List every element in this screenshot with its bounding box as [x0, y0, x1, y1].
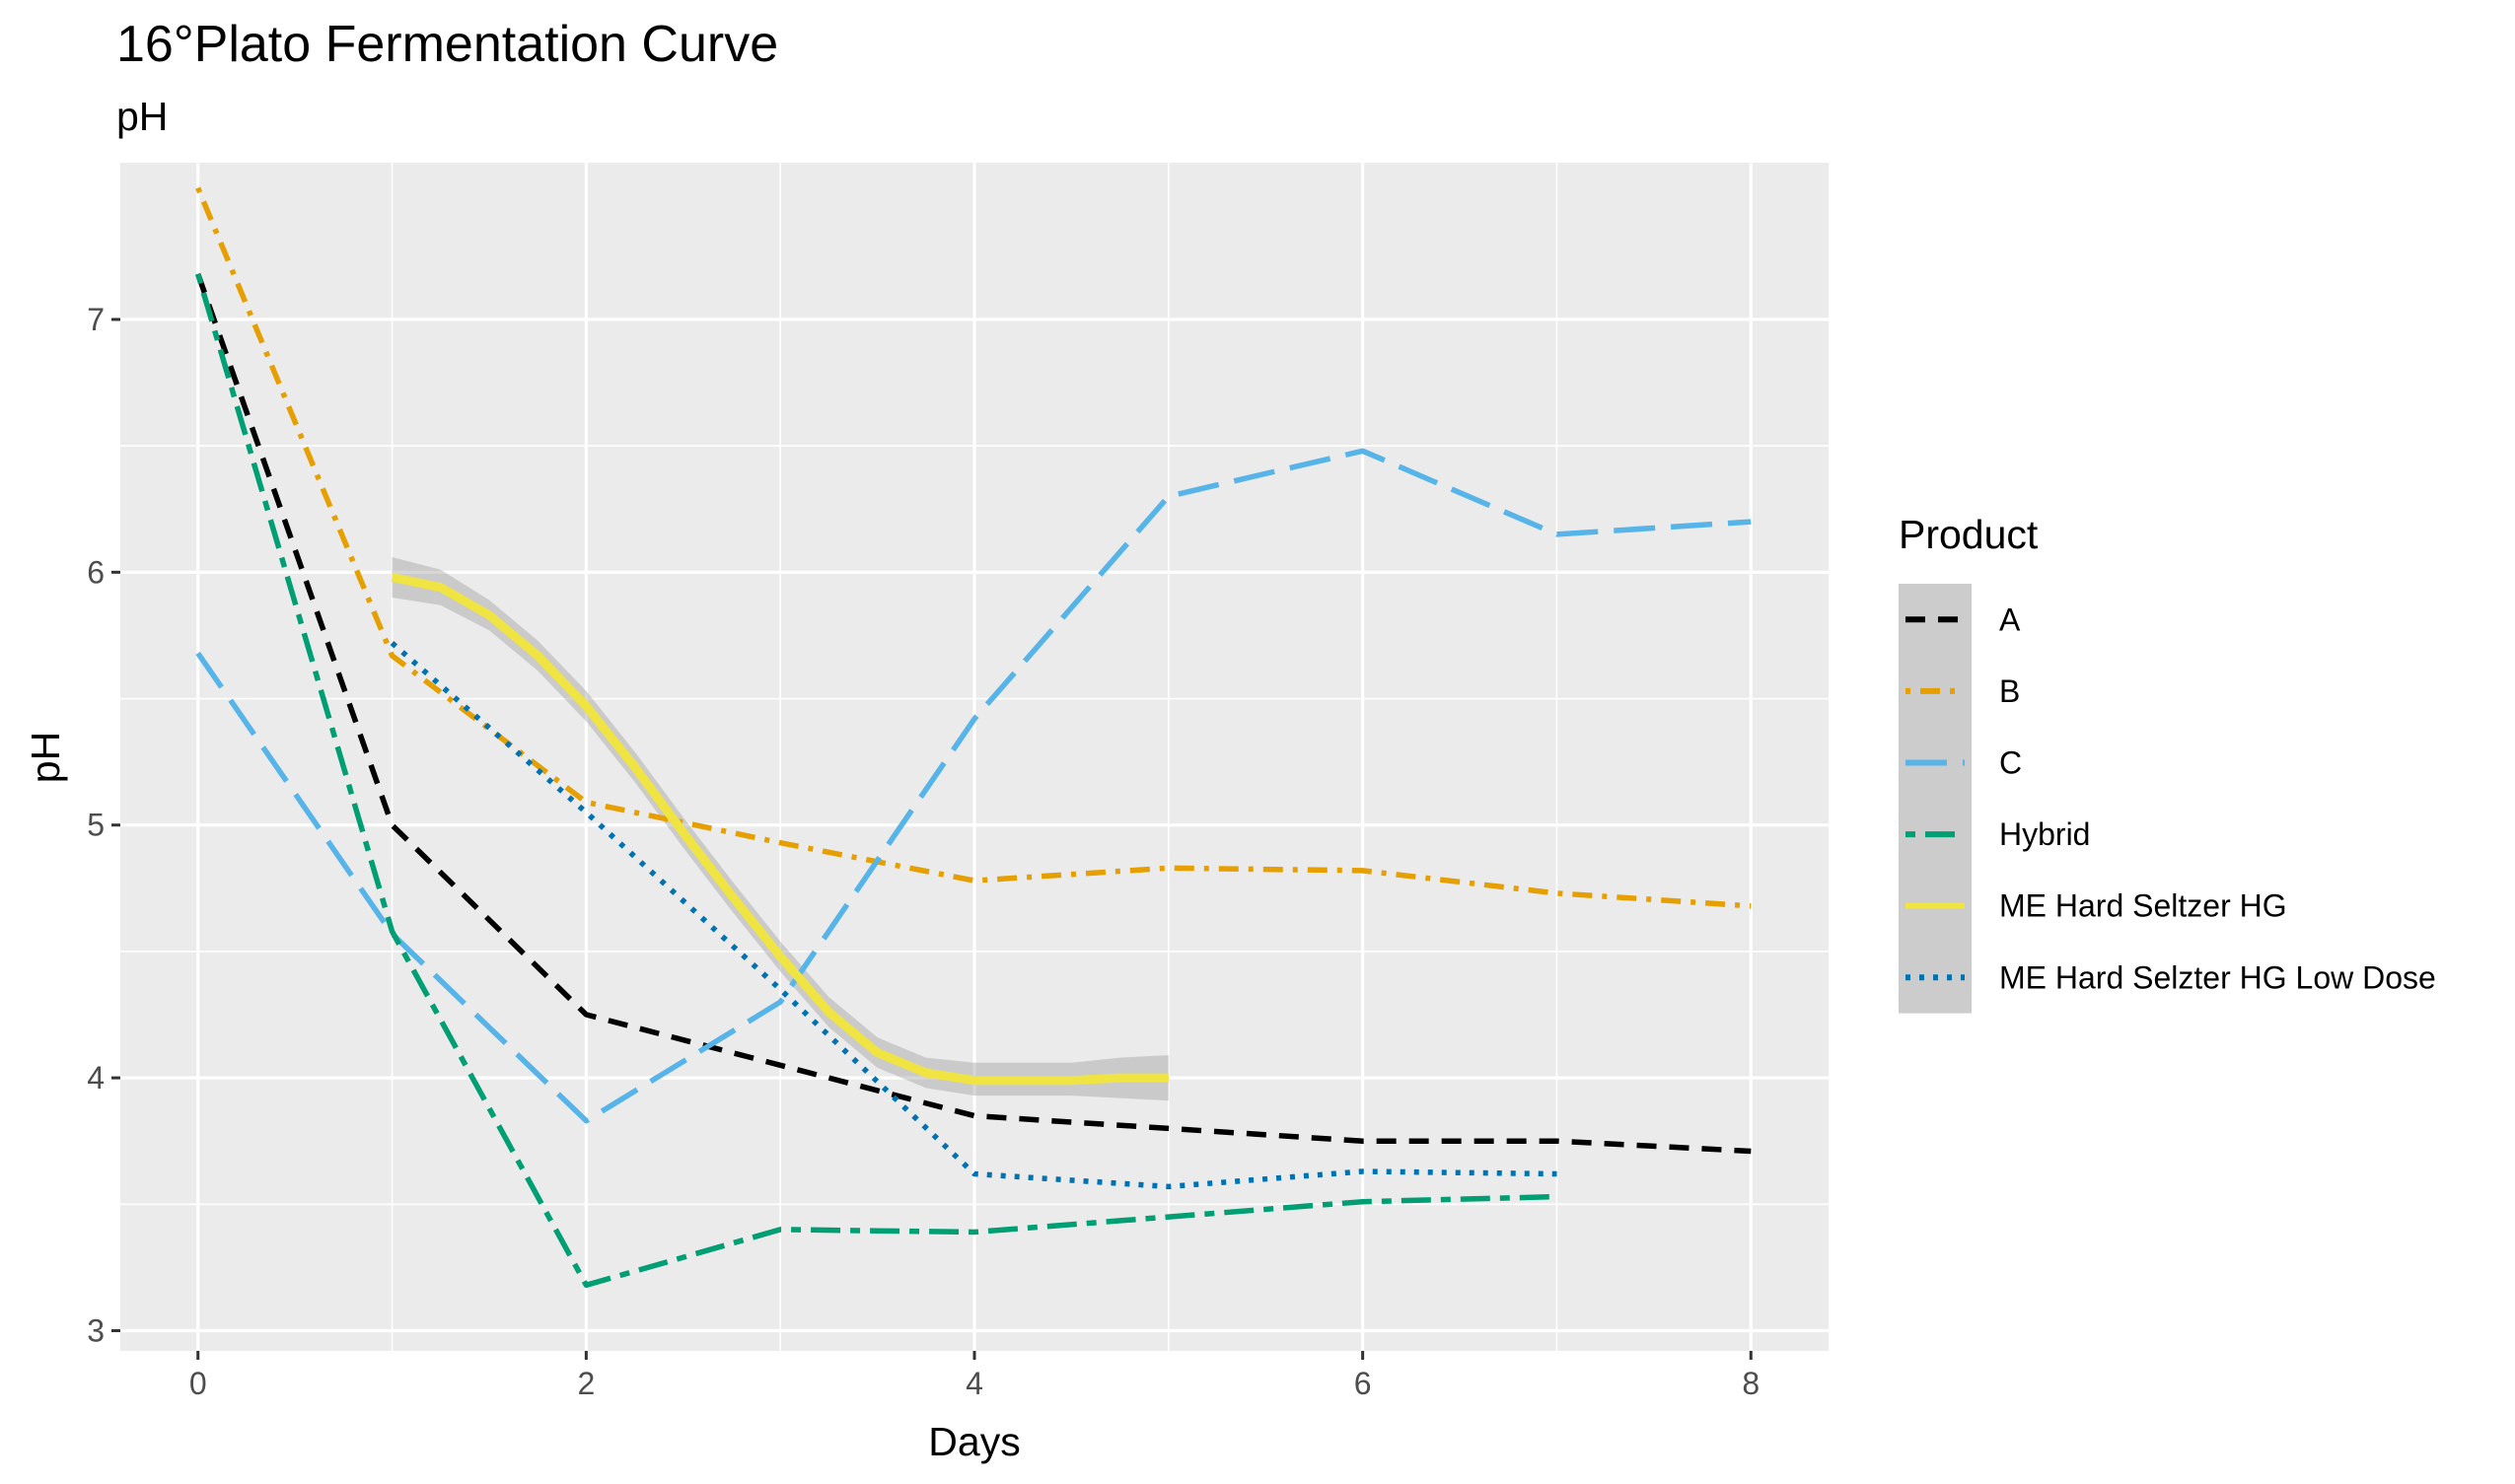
confidence-ribbon: [392, 557, 1169, 1101]
chart-title: 16°Plato Fermentation Curve: [116, 16, 778, 73]
legend-label: Hybrid: [1999, 816, 2090, 852]
legend-label: ME Hard Selzter HG Low Dose: [1999, 959, 2436, 995]
series-line: [195, 448, 1752, 1124]
y-tick-label: 7: [87, 302, 105, 337]
series-line: [195, 272, 1752, 1155]
y-tick-label: 3: [87, 1312, 105, 1348]
x-tick-label: 6: [1354, 1366, 1372, 1401]
x-tick-label: 8: [1742, 1366, 1760, 1401]
legend: Product ABC Hybrid ME Hard Seltzer HG ME Ha…: [1899, 512, 2436, 1014]
confidence-ribbons: [392, 557, 1169, 1101]
x-axis: 0 2 4 6 8: [189, 1351, 1760, 1401]
y-tick-label: 4: [87, 1060, 105, 1095]
legend-items: ABC Hybrid ME Hard Seltzer HG ME Hard Selzt…: [1899, 584, 2436, 1014]
legend-label: ME Hard Seltzer HG: [1999, 888, 2287, 924]
x-tick-label: 2: [577, 1366, 595, 1401]
series-line: [195, 273, 1557, 1289]
y-axis: 3 4 5 6 7: [87, 302, 120, 1348]
series-line: [390, 641, 1557, 1190]
legend-label: B: [1999, 673, 2020, 709]
legend-key-background: [1899, 584, 1972, 1014]
y-tick-label: 6: [87, 554, 105, 590]
series-lines: [195, 186, 1752, 1289]
y-axis-label: pH: [23, 732, 68, 783]
chart-subtitle: pH: [116, 94, 168, 139]
legend-label: C: [1999, 745, 2022, 781]
series-line: [391, 573, 1169, 1086]
x-axis-label: Days: [928, 1419, 1020, 1464]
x-tick-label: 4: [966, 1366, 983, 1401]
y-tick-label: 5: [87, 808, 105, 843]
x-tick-label: 0: [189, 1366, 207, 1401]
series-line: [195, 186, 1752, 909]
legend-label: A: [1999, 601, 2021, 637]
legend-title: Product: [1899, 512, 2039, 557]
